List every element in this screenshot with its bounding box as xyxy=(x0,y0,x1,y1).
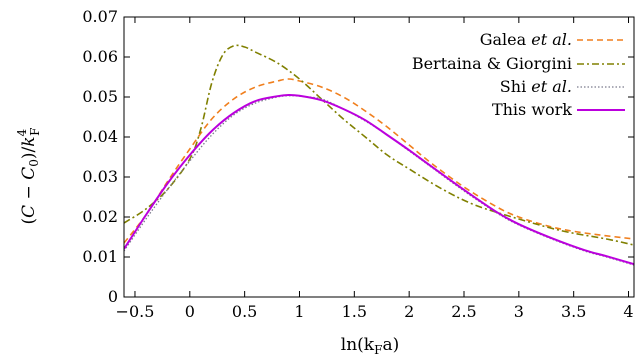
legend-label-0: Galea et al. xyxy=(480,30,572,49)
y-tick-label: 0.07 xyxy=(82,7,118,26)
y-tick-label: 0.03 xyxy=(82,167,118,186)
x-axis-title: ln(kFa) xyxy=(341,335,399,357)
legend-label-3: This work xyxy=(492,100,572,119)
x-tick-label: 4 xyxy=(623,302,633,321)
x-tick-label: 2 xyxy=(404,302,414,321)
plot-frame xyxy=(123,16,635,298)
x-tick-label: 2.5 xyxy=(451,302,476,321)
y-tick-label: 0.06 xyxy=(82,47,118,66)
series-line-0 xyxy=(124,78,634,244)
y-axis-title: (C − C0)/k4F xyxy=(15,127,42,224)
series-clip-group xyxy=(124,44,634,266)
x-tick-label: 1.5 xyxy=(342,302,367,321)
x-tick-label: 3.5 xyxy=(561,302,586,321)
legend-label-2: Shi et al. xyxy=(500,77,572,96)
x-tick-label: 0.5 xyxy=(232,302,257,321)
y-tick-label: 0.01 xyxy=(82,247,118,266)
y-tick-label: 0.04 xyxy=(82,127,118,146)
y-tick-label: 0.05 xyxy=(82,87,118,106)
x-tick-label: −0.5 xyxy=(116,302,155,321)
legend-label-1: Bertaina & Giorgini xyxy=(412,54,572,73)
ticks-layer: −0.5 0 0.5 1 1.5 2 2.5 3 3.5 400.010.020.030.040.… xyxy=(82,7,634,321)
y-tick-label: 0.02 xyxy=(82,207,118,226)
legend: Galea et al. Bertaina & Giorgini Shi et al… xyxy=(412,30,625,119)
x-tick-label: 0 xyxy=(185,302,195,321)
series-layer xyxy=(124,44,634,266)
series-line-3 xyxy=(124,93,634,266)
x-tick-label: 1 xyxy=(294,302,304,321)
y-tick-label: 0 xyxy=(108,287,118,306)
x-tick-label: 3 xyxy=(514,302,524,321)
series-line-1 xyxy=(124,44,634,246)
